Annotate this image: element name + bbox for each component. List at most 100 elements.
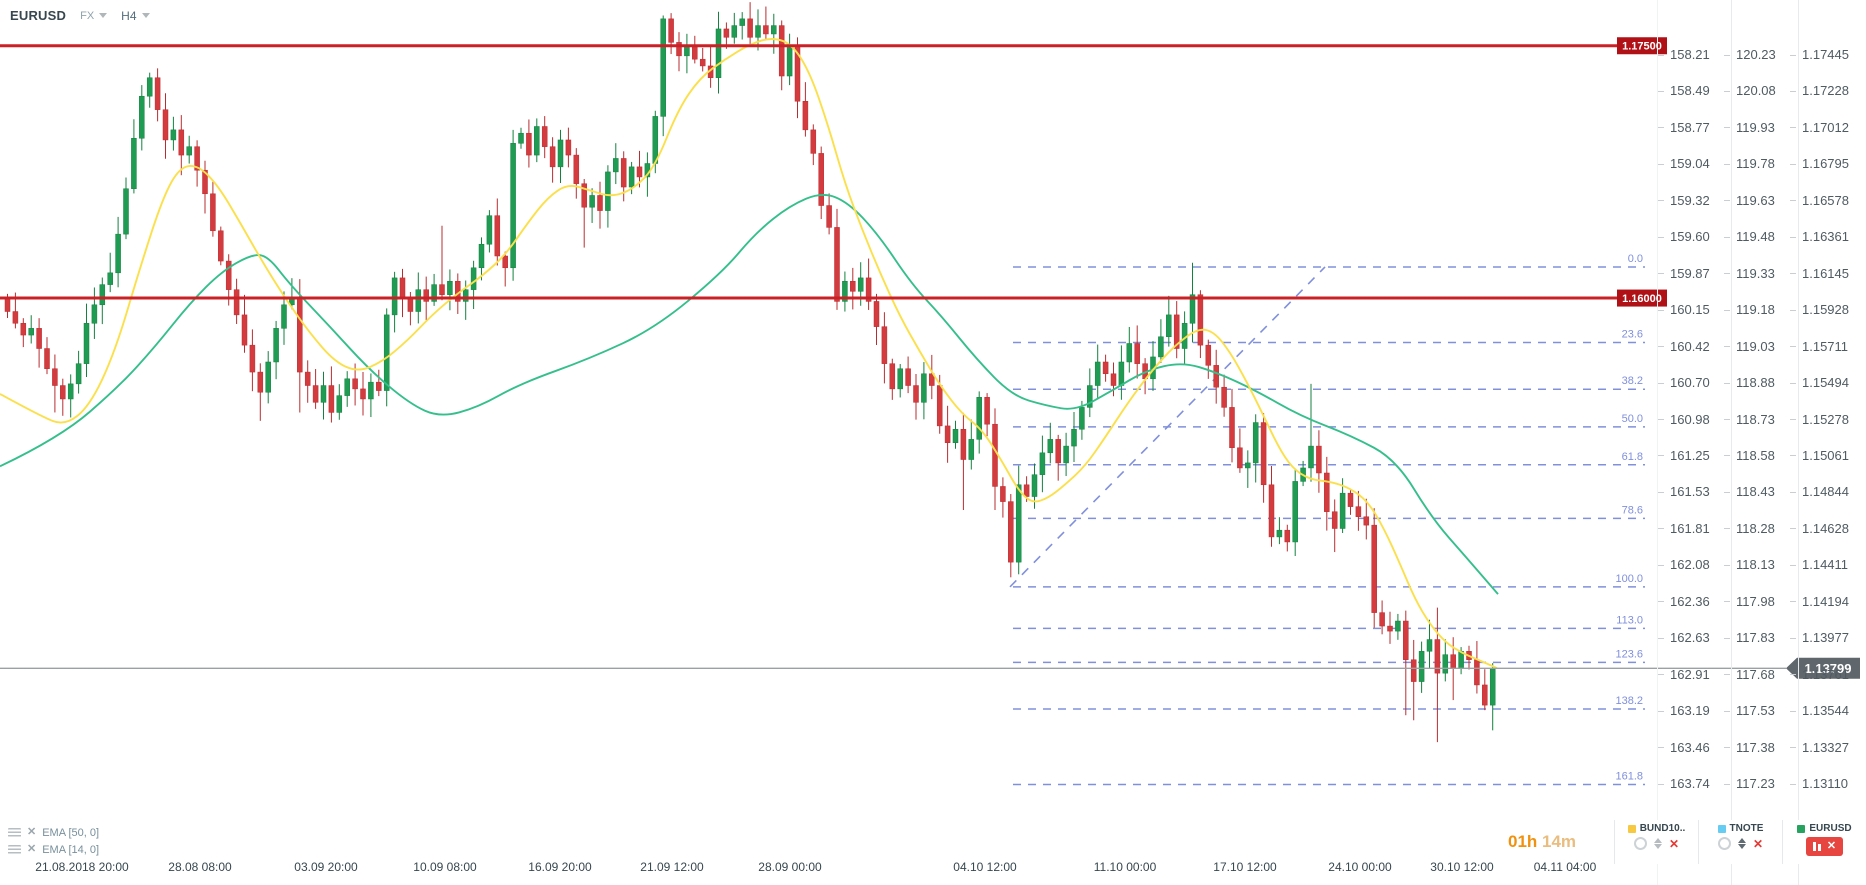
scale-tick bbox=[1724, 273, 1730, 275]
scale-tick bbox=[1724, 200, 1730, 202]
scale-tick bbox=[1658, 273, 1664, 275]
scale-value: 118.58 bbox=[1736, 447, 1775, 463]
scale-value: 117.68 bbox=[1736, 666, 1775, 682]
instrument-label: TNOTE bbox=[1729, 823, 1764, 834]
time-axis-label: 21.09 12:00 bbox=[640, 860, 704, 874]
scale-value: 1.17012 bbox=[1802, 119, 1849, 135]
indicator-settings-icon[interactable] bbox=[8, 845, 21, 854]
scale-tick bbox=[1724, 674, 1730, 676]
time-axis-label: 04.10 12:00 bbox=[953, 860, 1017, 874]
symbol-title: EURUSD bbox=[10, 8, 67, 23]
svg-text:50.0: 50.0 bbox=[1622, 413, 1643, 425]
tab-eurusd[interactable]: EURUSD ✕ bbox=[1782, 820, 1866, 864]
indicator-remove-icon[interactable]: ✕ bbox=[27, 826, 37, 838]
scale-value: 1.15711 bbox=[1802, 338, 1849, 354]
indicator-remove-icon[interactable]: ✕ bbox=[27, 843, 37, 855]
time-axis-label: 17.10 12:00 bbox=[1213, 860, 1277, 874]
scale-value: 163.19 bbox=[1670, 703, 1710, 719]
scale-value: 1.13544 bbox=[1802, 703, 1849, 719]
price-scale-tnote[interactable]: 120.23 120.08 119.93 119.78 119.63 119.48 119.… bbox=[1724, 0, 1786, 820]
scale-tick bbox=[1658, 236, 1664, 238]
scale-value: 1.15278 bbox=[1802, 411, 1849, 427]
scale-tick bbox=[1790, 90, 1796, 92]
svg-text:23.6: 23.6 bbox=[1622, 328, 1643, 340]
instrument-color-swatch bbox=[1717, 824, 1726, 833]
scale-value: 1.16578 bbox=[1802, 192, 1849, 208]
tab-tnote[interactable]: TNOTE ✕ bbox=[1698, 820, 1782, 864]
time-axis-label: 24.10 00:00 bbox=[1328, 860, 1392, 874]
time-axis-label: 28.09 00:00 bbox=[758, 860, 822, 874]
timer-hours: 01h bbox=[1508, 832, 1538, 851]
scale-tick bbox=[1724, 491, 1730, 493]
svg-text:61.8: 61.8 bbox=[1622, 451, 1643, 463]
scale-value: 160.70 bbox=[1670, 375, 1710, 391]
timeframe-dropdown[interactable]: H4 bbox=[121, 8, 150, 23]
scale-value: 1.17228 bbox=[1802, 83, 1849, 99]
scale-tick bbox=[1724, 236, 1730, 238]
scale-value: 158.77 bbox=[1670, 119, 1710, 135]
scale-tick bbox=[1790, 601, 1796, 603]
market-dropdown[interactable]: FX bbox=[80, 10, 108, 22]
instrument-tabs: BUND10.. ✕ TNOTE ✕ EURUSD ✕ bbox=[1614, 820, 1866, 864]
scale-value: 163.74 bbox=[1670, 776, 1710, 791]
scale-tick bbox=[1658, 200, 1664, 202]
svg-text:138.2: 138.2 bbox=[1615, 695, 1643, 707]
scale-value: 1.13327 bbox=[1802, 739, 1849, 755]
scale-value: 1.14194 bbox=[1802, 593, 1849, 609]
scale-tick bbox=[1658, 54, 1664, 56]
scale-value: 119.03 bbox=[1736, 338, 1775, 354]
scale-value: 118.88 bbox=[1736, 375, 1775, 391]
scale-value: 1.15061 bbox=[1802, 447, 1849, 463]
scale-tick bbox=[1790, 528, 1796, 530]
price-scale-eurusd[interactable]: 1.17445 1.17228 1.17012 1.16795 1.16578 1.163… bbox=[1790, 0, 1852, 820]
scale-tick bbox=[1658, 783, 1664, 785]
scale-tick bbox=[1658, 637, 1664, 639]
sort-arrows-icon[interactable] bbox=[1737, 838, 1746, 849]
indicator-settings-icon[interactable] bbox=[8, 828, 21, 837]
active-chart-button[interactable]: ✕ bbox=[1805, 837, 1844, 856]
scale-tick bbox=[1658, 601, 1664, 603]
scale-value: 158.21 bbox=[1670, 47, 1710, 62]
timeframe-label: H4 bbox=[121, 8, 137, 23]
scale-tick bbox=[1658, 382, 1664, 384]
time-axis[interactable]: 21.08.2018 20:00 28.08 08:00 03.09 20:00 10… bbox=[0, 858, 1610, 878]
scale-value: 1.16795 bbox=[1802, 156, 1849, 172]
indicator-row: ✕ EMA [14, 0] bbox=[8, 841, 99, 858]
scale-tick bbox=[1658, 564, 1664, 566]
close-icon[interactable]: ✕ bbox=[1826, 840, 1837, 852]
scale-value: 1.15928 bbox=[1802, 302, 1849, 318]
close-icon[interactable]: ✕ bbox=[1752, 836, 1764, 851]
svg-text:0.0: 0.0 bbox=[1628, 253, 1643, 265]
svg-text:113.0: 113.0 bbox=[1616, 614, 1643, 626]
scale-tick bbox=[1724, 127, 1730, 129]
scale-tick bbox=[1724, 747, 1730, 749]
svg-text:1.17500: 1.17500 bbox=[1622, 41, 1662, 53]
scale-tick bbox=[1658, 455, 1664, 457]
scale-tick bbox=[1658, 491, 1664, 493]
scale-tick bbox=[1790, 127, 1796, 129]
scale-tick bbox=[1724, 601, 1730, 603]
scale-value: 163.46 bbox=[1670, 739, 1710, 755]
scale-tick bbox=[1724, 163, 1730, 165]
chart-header: EURUSD FX H4 bbox=[10, 8, 150, 23]
scale-tick bbox=[1790, 491, 1796, 493]
scale-value: 118.73 bbox=[1736, 411, 1775, 427]
price-scale-bund10[interactable]: 158.21 158.49 158.77 159.04 159.32 159.60 159.… bbox=[1658, 0, 1720, 820]
scale-value: 1.14844 bbox=[1802, 484, 1849, 500]
scale-value: 1.13110 bbox=[1802, 776, 1849, 791]
svg-text:1.13799: 1.13799 bbox=[1805, 661, 1852, 676]
scale-tick bbox=[1724, 528, 1730, 530]
scale-value: 1.13977 bbox=[1802, 630, 1849, 646]
scale-value: 159.87 bbox=[1670, 265, 1710, 281]
scale-value: 117.38 bbox=[1736, 739, 1775, 755]
indicator-label: EMA [14, 0] bbox=[42, 843, 100, 856]
visibility-eye-icon[interactable] bbox=[1717, 837, 1731, 850]
close-icon[interactable]: ✕ bbox=[1668, 836, 1680, 851]
sort-arrows-icon[interactable] bbox=[1653, 838, 1662, 849]
scale-value: 1.17445 bbox=[1802, 47, 1849, 62]
visibility-eye-icon[interactable] bbox=[1633, 837, 1647, 850]
tab-bund10[interactable]: BUND10.. ✕ bbox=[1614, 820, 1698, 864]
timer-minutes: 14m bbox=[1537, 832, 1577, 851]
scale-value: 159.04 bbox=[1670, 156, 1710, 172]
